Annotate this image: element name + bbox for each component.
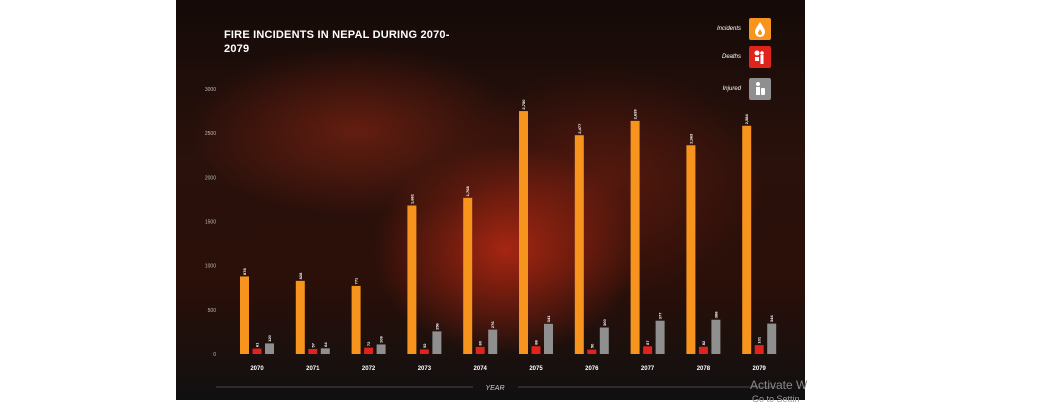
bar-deaths bbox=[308, 348, 318, 354]
bar-injured bbox=[544, 323, 553, 354]
bar-injured bbox=[265, 343, 274, 354]
bar-injured bbox=[488, 329, 498, 354]
bar-incidents bbox=[351, 285, 361, 354]
bar-incidents bbox=[463, 197, 473, 354]
bar-incidents bbox=[686, 145, 696, 354]
legend-deaths: Deaths bbox=[722, 46, 771, 68]
bar-incidents bbox=[630, 120, 640, 354]
bar-injured bbox=[655, 320, 665, 354]
data-label-incidents: 2,584 bbox=[744, 113, 749, 124]
data-label-incidents: 2,363 bbox=[688, 133, 693, 144]
activate-windows-subtext: Go to Settin bbox=[752, 394, 800, 404]
data-label-deaths: 50 bbox=[589, 343, 594, 348]
bar-injured bbox=[432, 331, 442, 354]
data-label-deaths: 57 bbox=[310, 342, 315, 347]
bar-chart: 0 500 1000 1500 2000 2500 3000 878 61 120 2070 828 5… bbox=[205, 87, 777, 392]
data-label-incidents: 2,750 bbox=[521, 99, 526, 110]
data-label-injured: 276 bbox=[490, 321, 495, 328]
bar-injured bbox=[320, 348, 330, 354]
x-tick-label: 2078 bbox=[697, 366, 711, 372]
data-label-incidents: 1,768 bbox=[465, 186, 470, 197]
x-tick-label: 2079 bbox=[753, 366, 767, 372]
data-label-injured: 344 bbox=[769, 315, 774, 322]
data-label-injured: 108 bbox=[379, 336, 384, 343]
data-label-deaths: 101 bbox=[757, 336, 762, 343]
data-label-deaths: 88 bbox=[534, 340, 539, 345]
bar-injured bbox=[711, 319, 721, 354]
data-label-deaths: 52 bbox=[422, 343, 427, 348]
data-label-injured: 377 bbox=[658, 312, 663, 319]
legend-incidents-label: Incidents bbox=[716, 26, 741, 32]
data-label-deaths: 80 bbox=[478, 340, 483, 345]
x-axis-label: YEAR bbox=[485, 385, 504, 392]
bar-incidents bbox=[742, 125, 752, 354]
x-tick-label: 2072 bbox=[362, 366, 376, 372]
data-label-incidents: 771 bbox=[354, 277, 359, 284]
bar-injured bbox=[599, 327, 609, 354]
bar-incidents bbox=[574, 135, 584, 354]
x-tick-label: 2070 bbox=[250, 366, 264, 372]
bar-incidents bbox=[295, 280, 305, 354]
x-tick-label: 2075 bbox=[529, 366, 543, 372]
y-tick-label: 1000 bbox=[205, 264, 216, 270]
bar-deaths bbox=[531, 346, 541, 354]
x-tick-label: 2077 bbox=[641, 366, 655, 372]
skull-person-icon bbox=[749, 46, 771, 68]
legend-deaths-label: Deaths bbox=[721, 54, 741, 60]
data-label-injured: 256 bbox=[434, 322, 439, 329]
injured-person-icon bbox=[749, 78, 771, 100]
bar-deaths bbox=[754, 345, 764, 354]
data-label-deaths: 61 bbox=[255, 342, 260, 347]
data-label-injured: 388 bbox=[713, 311, 718, 318]
bar-deaths bbox=[587, 349, 597, 354]
infographic-panel: FIRE INCIDENTS IN NEPAL DURING 2070-2079… bbox=[176, 0, 805, 400]
legend-injured-label: Injured bbox=[722, 86, 741, 92]
data-label-injured: 120 bbox=[267, 334, 272, 341]
y-tick-label: 500 bbox=[208, 308, 217, 314]
data-label-incidents: 878 bbox=[242, 267, 247, 274]
data-label-incidents: 828 bbox=[298, 272, 303, 279]
bar-deaths bbox=[252, 348, 262, 354]
data-label-deaths: 82 bbox=[701, 340, 706, 345]
data-label-injured: 341 bbox=[546, 315, 551, 322]
data-label-deaths: 87 bbox=[645, 340, 650, 345]
y-tick-label: 0 bbox=[213, 352, 216, 358]
legend-injured: Injured bbox=[723, 78, 771, 100]
x-tick-label: 2076 bbox=[585, 366, 599, 372]
bar-deaths bbox=[643, 346, 653, 354]
y-tick-label: 1500 bbox=[205, 220, 216, 226]
bar-deaths bbox=[419, 349, 429, 354]
x-tick-label: 2073 bbox=[418, 366, 432, 372]
legend-incidents: Incidents bbox=[717, 18, 771, 40]
bar-deaths bbox=[698, 346, 708, 354]
y-tick-label: 3000 bbox=[205, 87, 216, 93]
x-tick-label: 2071 bbox=[306, 366, 320, 372]
data-label-incidents: 2,639 bbox=[633, 109, 638, 120]
bar-injured bbox=[767, 323, 777, 354]
bar-injured bbox=[376, 344, 386, 354]
y-tick-label: 2500 bbox=[205, 131, 216, 137]
data-label-incidents: 1,681 bbox=[409, 193, 414, 204]
fire-drop-icon bbox=[749, 18, 771, 40]
bar-incidents bbox=[407, 205, 417, 354]
bar-incidents bbox=[519, 111, 528, 354]
y-tick-label: 2000 bbox=[205, 175, 216, 181]
bar-incidents bbox=[240, 276, 249, 354]
x-tick-label: 2074 bbox=[474, 366, 488, 372]
chart-title: FIRE INCIDENTS IN NEPAL DURING 2070-2079 bbox=[224, 29, 450, 55]
data-label-incidents: 2,477 bbox=[577, 123, 582, 134]
bar-deaths bbox=[475, 346, 485, 354]
data-label-injured: 300 bbox=[602, 319, 607, 326]
bar-deaths bbox=[364, 347, 374, 354]
data-label-injured: 64 bbox=[323, 342, 328, 347]
activate-windows-text: Activate W bbox=[750, 378, 808, 392]
data-label-deaths: 72 bbox=[366, 341, 371, 346]
